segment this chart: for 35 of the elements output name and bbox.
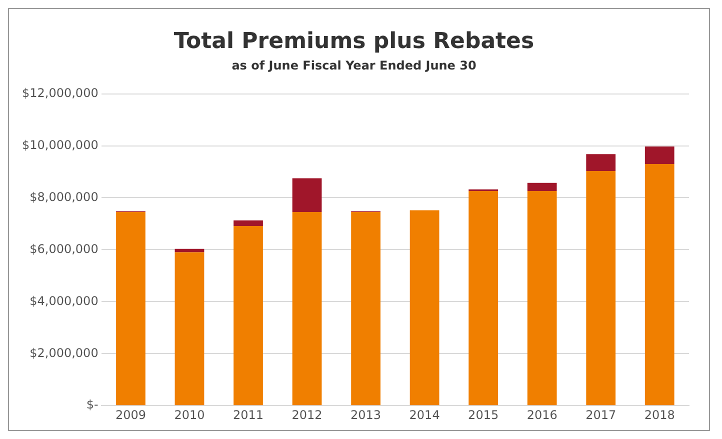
y-tick-label: $6,000,000	[30, 242, 98, 256]
bar	[234, 226, 263, 406]
chart-subtitle: as of June Fiscal Year Ended June 30	[232, 58, 476, 73]
x-tick-label: 2014	[409, 408, 440, 422]
x-tick-label: 2011	[232, 408, 264, 422]
y-tick-label: $-	[86, 398, 98, 412]
bar	[116, 212, 146, 406]
y-tick-label: $10,000,000	[22, 138, 98, 152]
x-tick-label: 2016	[526, 408, 558, 422]
bar	[351, 212, 380, 406]
bar	[468, 190, 498, 406]
y-tick-label: $12,000,000	[22, 86, 98, 100]
bar	[586, 154, 616, 171]
x-tick-label: 2013	[350, 408, 382, 422]
x-tick-label: 2018	[644, 408, 675, 422]
bar	[174, 252, 204, 406]
x-tick-label: 2009	[115, 408, 146, 422]
x-tick-label: 2012	[292, 408, 322, 422]
bar	[644, 146, 674, 164]
bar	[586, 170, 616, 406]
bar	[292, 212, 322, 406]
y-tick-label: $2,000,000	[30, 346, 98, 360]
chart-title: Total Premiums plus Rebates	[174, 28, 534, 54]
bar	[644, 164, 674, 406]
bar	[234, 220, 263, 226]
y-tick-label: $8,000,000	[30, 190, 98, 204]
bar	[410, 210, 440, 406]
bar	[292, 178, 322, 212]
x-tick-label: 2015	[468, 408, 499, 422]
x-tick-label: 2017	[586, 408, 616, 422]
bar	[527, 182, 557, 191]
x-tick-label: 2010	[174, 408, 205, 422]
y-tick-label: $4,000,000	[30, 294, 98, 308]
bar	[527, 190, 557, 406]
bar	[174, 248, 204, 252]
